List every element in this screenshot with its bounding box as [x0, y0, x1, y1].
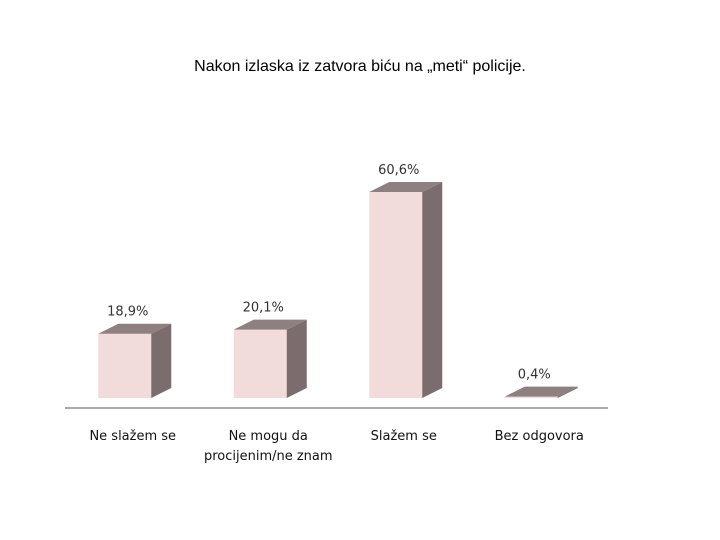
bars-group: 18,9% 20,1% 60,6% 0,4% — [98, 163, 578, 398]
category-label-0: Ne slažem se — [89, 429, 177, 444]
chart-title: Nakon izlaska iz zatvora biću na „meti“ … — [194, 58, 526, 75]
bar-front-1 — [233, 329, 287, 398]
bar-top-0 — [98, 323, 172, 334]
bar-top-2 — [369, 181, 443, 192]
bar-side-0 — [151, 323, 172, 398]
data-label-3: 0,4% — [518, 368, 551, 383]
bar-side-2 — [422, 181, 443, 398]
bar-top-3 — [504, 386, 578, 397]
bar-side-3 — [557, 386, 578, 398]
bar-front-2 — [369, 191, 423, 398]
bar-front-0 — [98, 333, 152, 398]
bar-side-1 — [286, 319, 307, 398]
category-label-2: Slažem se — [370, 429, 437, 444]
bar-top-1 — [233, 319, 307, 330]
category-label-3: Bez odgovora — [494, 429, 584, 444]
data-label-0: 18,9% — [107, 305, 148, 320]
data-label-2: 60,6% — [378, 163, 419, 178]
data-label-1: 20,1% — [243, 301, 284, 316]
category-label-1: Ne mogu da procijenim/ne znam — [203, 429, 333, 464]
bar-front-3 — [504, 396, 558, 398]
